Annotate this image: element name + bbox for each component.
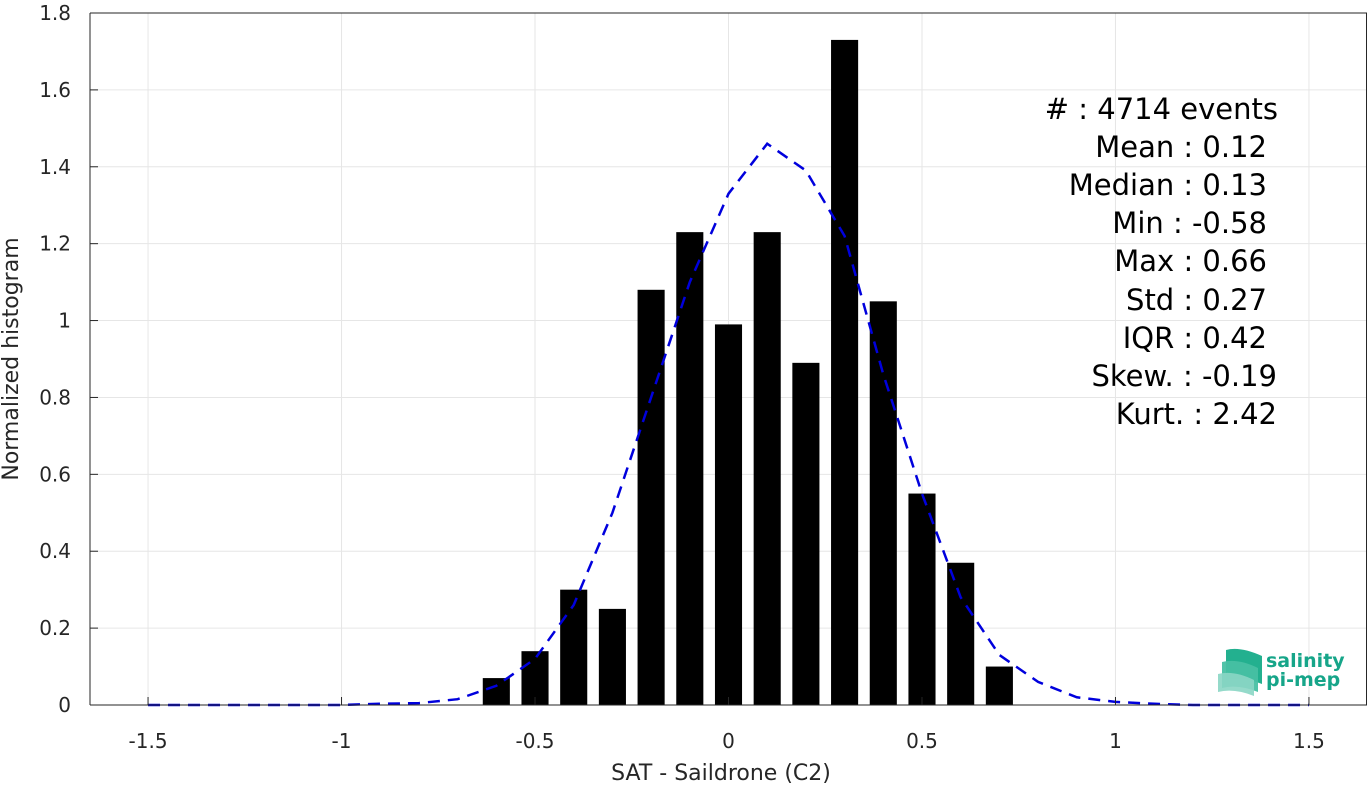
histogram-bar-1 <box>521 651 549 705</box>
histogram-bar-8 <box>792 362 820 705</box>
y-tick-label-0: 0 <box>58 693 71 717</box>
salinity-pi-mep-logo: salinity pi-mep <box>1218 648 1345 696</box>
y-tick-label-3: 0.6 <box>39 462 71 486</box>
histogram-bar-3 <box>598 608 626 705</box>
stats-block: # : 4714 events Mean : 0.12 Median : 0.1… <box>1045 92 1278 431</box>
stat-mean: Mean : 0.12 <box>1095 130 1267 164</box>
histogram-bar-13 <box>985 666 1013 705</box>
y-tick-label-6: 1.2 <box>39 232 71 256</box>
stat-min: Min : -0.58 <box>1112 206 1267 240</box>
y-tick-label-7: 1.4 <box>39 155 71 179</box>
stat-max: Max : 0.66 <box>1114 244 1267 278</box>
stat-std: Std : 0.27 <box>1126 283 1267 317</box>
histogram-bar-6 <box>714 324 743 705</box>
histogram-bars <box>482 39 1013 705</box>
y-tick-label-2: 0.4 <box>39 539 71 563</box>
stat-median: Median : 0.13 <box>1069 168 1267 202</box>
x-tick-label-6: 1.5 <box>1293 729 1325 753</box>
y-tick-label-1: 0.2 <box>39 616 71 640</box>
logo-line-1: salinity <box>1266 650 1345 672</box>
histogram-bar-0 <box>482 678 510 705</box>
stat-iqr: IQR : 0.42 <box>1123 321 1267 355</box>
stat-kurt: Kurt. : 2.42 <box>1116 397 1277 431</box>
histogram-bar-10 <box>869 301 897 705</box>
x-tick-label-5: 1 <box>1109 729 1122 753</box>
x-tick-label-1: -1 <box>332 729 352 753</box>
x-tick-label-3: 0 <box>722 729 735 753</box>
stat-count: # : 4714 events <box>1045 92 1278 126</box>
y-tick-label-5: 1 <box>58 309 71 333</box>
y-axis-ticks: 0 0.2 0.4 0.6 0.8 1 1.2 1.4 1.6 1.8 <box>39 1 98 717</box>
y-tick-label-4: 0.8 <box>39 385 71 409</box>
y-tick-label-8: 1.6 <box>39 78 71 102</box>
histogram-bar-11 <box>908 493 936 705</box>
histogram-bar-9 <box>831 39 859 705</box>
histogram-bar-12 <box>947 562 975 705</box>
histogram-bar-2 <box>560 589 588 705</box>
x-tick-label-0: -1.5 <box>129 729 168 753</box>
x-axis-ticks: -1.5 -1 -0.5 0 0.5 1 1.5 <box>129 697 1325 753</box>
logo-line-2: pi-mep <box>1266 669 1340 691</box>
histogram-bar-4 <box>637 289 665 705</box>
stat-skew: Skew. : -0.19 <box>1091 359 1277 393</box>
x-axis-label: SAT - Saildrone (C2) <box>611 761 831 785</box>
histogram-bar-7 <box>753 232 781 705</box>
y-tick-label-9: 1.8 <box>39 1 71 25</box>
x-tick-label-2: -0.5 <box>515 729 554 753</box>
wave-stack-icon <box>1218 648 1262 696</box>
y-axis-label: Normalized histogram <box>0 237 24 480</box>
histogram-bar-5 <box>676 232 704 705</box>
x-tick-label-4: 0.5 <box>906 729 938 753</box>
